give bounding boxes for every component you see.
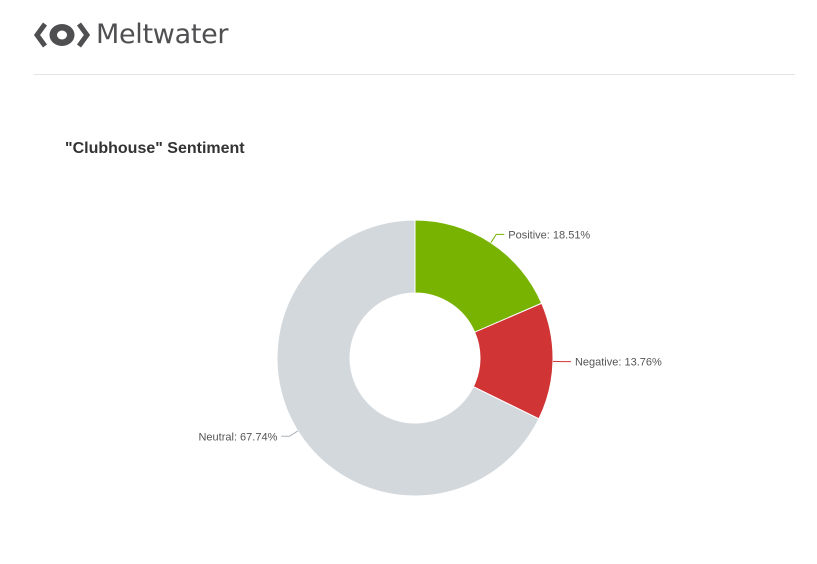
chart-title: "Clubhouse" Sentiment: [65, 140, 245, 157]
slice-neutral[interactable]: [276, 219, 540, 497]
slice-label-negative: Negative: 13.76%: [575, 357, 662, 369]
slice-label-positive: Positive: 18.51%: [508, 229, 590, 241]
header-divider: [34, 74, 795, 75]
leader-line-positive: [490, 233, 505, 243]
meltwater-logo-icon: [34, 22, 90, 48]
slice-label-neutral: Neutral: 67.74%: [198, 431, 277, 443]
slice-positive[interactable]: [414, 219, 543, 333]
brand-name: Meltwater: [96, 19, 229, 50]
header: Meltwater: [34, 18, 229, 52]
leader-line-neutral: [281, 430, 299, 437]
